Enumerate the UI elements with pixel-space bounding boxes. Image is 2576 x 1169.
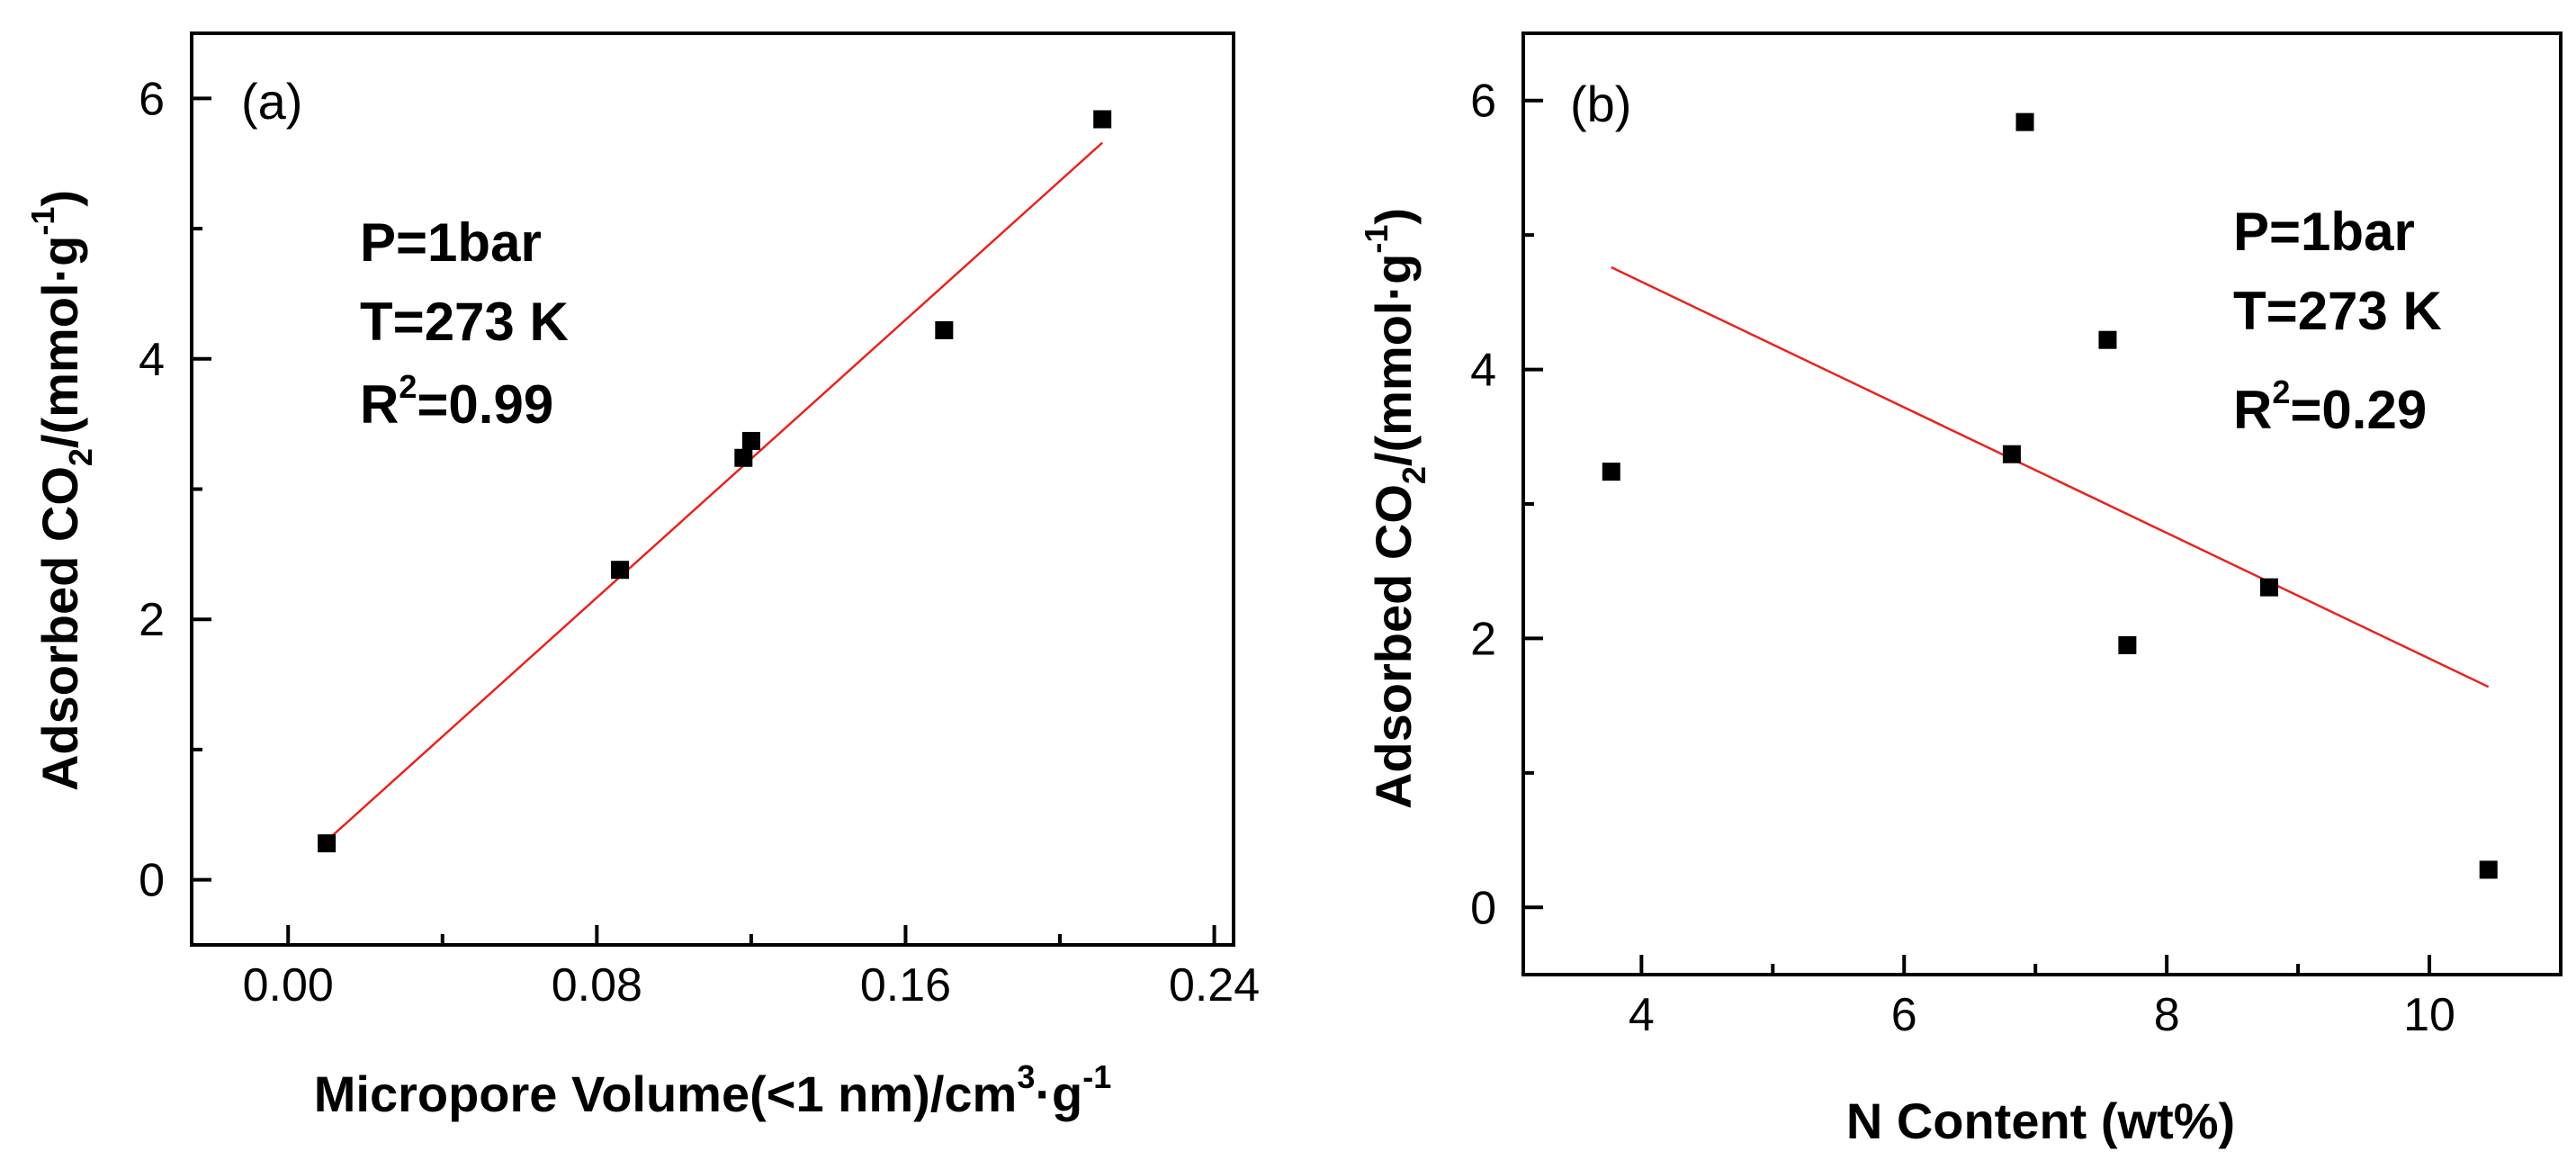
panel-b-data-point [2479, 860, 2498, 879]
panel-b-data-point [2118, 635, 2137, 654]
panel-a-xlabel-sup1: 3 [1017, 1058, 1035, 1095]
panel-b-data-point [2259, 578, 2278, 597]
panel-b-y-tick-label: 4 [1470, 345, 1496, 397]
panel-a-data-point [741, 431, 760, 450]
panel-b-x-axis-title: N Content (wt%) [1846, 1093, 2235, 1149]
panel-b-plot-frame [1521, 31, 2563, 976]
panel-b-ylabel-sub: 2 [1396, 466, 1432, 484]
panel-a-ylabel-end: ) [31, 190, 88, 207]
panel-b-data-point [2002, 445, 2021, 463]
panel-a-x-tick-label: 0.16 [860, 959, 951, 1012]
panel-b-x-tick-label: 4 [1629, 989, 1655, 1041]
panel-b-ticks [1523, 98, 2432, 975]
panel-b-x-tick-label: 6 [1891, 989, 1917, 1041]
panel-b-y-tick-label: 2 [1470, 613, 1496, 665]
panel-a-y-tick-label: 4 [139, 334, 165, 386]
panel-a-x-axis-title: Micropore Volume(<1 nm)/cm3·g-1 [314, 1058, 1111, 1122]
panel-b-y-axis-title: Adsorbed CO2/(mmol·g-1) [1358, 208, 1432, 809]
panel-a-r2-annotation: R2=0.99 [360, 368, 553, 435]
panel-b-fit-line [1611, 265, 2490, 688]
panel-a-data-point [611, 561, 630, 580]
panel-a-ylabel-main: Adsorbed CO [31, 466, 88, 791]
panel-a-x-tick-label: 0.08 [552, 959, 642, 1012]
panel-a-y-tick-label: 2 [139, 594, 165, 646]
panel-b-ylabel-main: Adsorbed CO [1365, 484, 1422, 809]
panel-a-r2-prefix: R [360, 374, 399, 435]
panel-a-r2-sup: 2 [399, 368, 417, 405]
panel-a-data-point [1093, 110, 1112, 129]
panel-b-pressure-annotation: P=1bar [2233, 202, 2415, 262]
panel-a-y-tick-label: 6 [139, 73, 165, 125]
panel-a-xlabel-mid: ·g [1035, 1066, 1082, 1122]
panel-b-tick-labels: 4 6 8 10 0 2 4 6 [1470, 76, 2455, 1041]
panel-a-r2-value: =0.99 [417, 374, 553, 435]
panel-b-data-point [1602, 463, 1620, 481]
panel-b-data-point [2098, 330, 2117, 349]
panel-b-label: (b) [1570, 76, 1631, 132]
panel-b-fit-group [1611, 265, 2490, 688]
panel-a-xlabel-main: Micropore Volume(<1 nm)/cm [314, 1066, 1018, 1122]
panel-a-fit-group [326, 141, 1104, 842]
panel-a-y-axis-title: Adsorbed CO2/(mmol·g-1) [24, 190, 99, 791]
panel-b-x-tick-label: 8 [2154, 989, 2180, 1041]
panel-a-ticks [192, 96, 1216, 945]
panel-a-ylabel-mid: /(mmol·g [31, 236, 88, 448]
panel-b-r2-annotation: R2=0.29 [2233, 373, 2427, 440]
panel-b-ylabel-mid: /(mmol·g [1365, 254, 1422, 466]
panel-a-x-tick-label: 0.24 [1169, 959, 1260, 1012]
panel-b-temperature-annotation: T=273 K [2233, 281, 2442, 341]
panel-a-ylabel-sup: -1 [24, 207, 61, 236]
panel-a-label: (a) [241, 73, 302, 130]
panel-b-y-tick-label: 6 [1470, 76, 1496, 128]
panel-a-temperature-annotation: T=273 K [360, 292, 569, 352]
panel-b-r2-value: =0.29 [2290, 380, 2427, 440]
panel-b-ylabel-sup: -1 [1358, 225, 1395, 254]
panel-a-data-point [734, 448, 753, 467]
panel-b-r2-prefix: R [2233, 380, 2272, 440]
panel-a-points [318, 110, 1112, 853]
panel-b-x-tick-label: 10 [2403, 989, 2455, 1041]
panel-b-y-tick-label: 0 [1470, 882, 1496, 934]
panel-a-pressure-annotation: P=1bar [360, 212, 542, 273]
panel-b-points [1602, 112, 2498, 879]
panel-a-xlabel-sup2: -1 [1082, 1058, 1111, 1095]
panel-a-data-point [318, 834, 337, 853]
panel-a-fit-line [326, 141, 1104, 842]
panel-b-r2-sup: 2 [2272, 373, 2290, 410]
panel-a-x-tick-label: 0.00 [243, 959, 334, 1012]
panel-b-ylabel-end: ) [1365, 208, 1422, 225]
panel-b-data-point [2015, 112, 2034, 131]
panel-a-plot-frame [190, 31, 1235, 947]
panel-a-y-tick-label: 0 [139, 855, 165, 907]
panel-a-ylabel-sub: 2 [62, 448, 99, 466]
panel-a-tick-labels: 0.00 0.08 0.16 0.24 0 2 4 6 [139, 73, 1260, 1012]
panel-a-data-point [935, 320, 954, 339]
